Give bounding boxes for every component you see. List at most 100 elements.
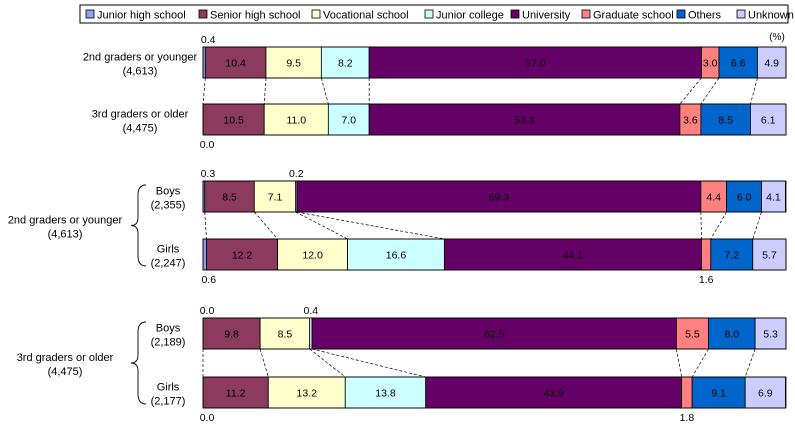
bar-value-r4-s6: 8.0 (724, 329, 739, 341)
connector-line (254, 211, 278, 240)
bar-value-r2-s2: 7.1 (268, 192, 283, 204)
bar-value-r0-s2: 9.5 (286, 58, 301, 70)
bar-value-r4-s5: 5.5 (685, 329, 700, 341)
connector-line (295, 211, 348, 240)
connector-line (700, 211, 702, 240)
small-value-r1-s0: 0.0 (200, 139, 215, 151)
bar-segment-r3-s0 (202, 238, 207, 271)
small-value-r2-s0: 0.3 (201, 168, 216, 180)
bar-outline-r3 (202, 238, 787, 271)
bar-value-r2-s1: 8.5 (222, 192, 237, 204)
row-label: 2nd graders or younger (83, 52, 198, 64)
bar-value-r3-s3: 16.6 (386, 250, 407, 262)
bar-value-r4-s2: 8.5 (278, 329, 293, 341)
legend-label-0: Junior high school (97, 10, 186, 22)
connector-lines (202, 77, 762, 378)
bar-segment-r5-s4 (425, 376, 683, 409)
bar-segment-r2-s1 (204, 180, 255, 213)
bar-value-r5-s4: 43.9 (543, 388, 564, 400)
bar-segment-r3-s3 (347, 238, 445, 271)
bar-value-r1-s6: 8.5 (718, 115, 733, 127)
bar-value-r2-s7: 4.1 (766, 192, 781, 204)
bar-value-r5-s6: 9.1 (711, 388, 726, 400)
legend-frame (79, 4, 789, 24)
row-n: (4,475) (123, 123, 158, 135)
legend-swatch-3 (424, 9, 434, 19)
bar-value-r3-s2: 12.0 (302, 250, 323, 262)
connector-line (710, 211, 727, 240)
bar-value-r4-s7: 5.3 (763, 329, 778, 341)
row-n: (2,247) (151, 258, 186, 270)
legend-swatch-5 (581, 9, 591, 19)
bar-value-r5-s7: 6.9 (758, 388, 773, 400)
legend-label-4: University (522, 10, 571, 22)
connector-line (311, 348, 426, 378)
bar-segment-r5-s7 (744, 376, 786, 409)
bar-value-r0-s5: 3.0 (703, 58, 718, 70)
small-value-r3-s5: 1.6 (699, 274, 714, 286)
bar-segment-r5-s2 (267, 376, 346, 409)
bar-outline-r0 (202, 46, 787, 79)
bar-value-r0-s4: 57.0 (525, 58, 546, 70)
bar-value-r1-s4: 53.3 (514, 115, 535, 127)
bar-segment-r4-s6 (708, 317, 756, 350)
bar-segment-r0-s7 (757, 46, 787, 79)
bar-value-r1-s3: 7.0 (341, 115, 356, 127)
bar-outline-r5 (202, 376, 787, 409)
bar-value-r4-s4: 62.5 (484, 329, 505, 341)
bar-value-r0-s7: 4.9 (764, 58, 779, 70)
small-value-r2-s3: 0.2 (289, 168, 304, 180)
legend-swatch-0 (85, 9, 95, 19)
legend-swatch-2 (311, 9, 321, 19)
bars: 10.4 9.5 8.2 57.0 3.0 6.6 4.9 0.4 10.5 11.0 7.0 53.… (200, 34, 787, 424)
small-value-r0-s0: 0.4 (201, 34, 216, 46)
legend-swatch-1 (198, 9, 208, 19)
row-label: Boys (156, 323, 181, 335)
legend-label-7: Unknown (748, 10, 794, 22)
bar-segment-r0-s3 (320, 46, 370, 79)
bar-segment-r5-s5 (681, 376, 693, 409)
connector-line (750, 77, 758, 105)
bar-segment-r3-s1 (206, 238, 279, 271)
row-n: (2,355) (151, 200, 186, 212)
legend-swatch-6 (676, 9, 686, 19)
connector-line (676, 348, 682, 378)
row-n: (2,189) (151, 337, 186, 349)
group-label: 3rd graders or older (17, 352, 114, 364)
bar-segment-r1-s6 (700, 103, 751, 136)
bar-value-r2-s5: 4.4 (706, 192, 721, 204)
unit-label: (%) (769, 32, 785, 43)
connector-line (691, 348, 709, 378)
connector-line (204, 211, 207, 240)
connector-line (744, 348, 756, 378)
bar-value-r2-s6: 6.0 (737, 192, 752, 204)
small-value-r4-s3: 0.4 (304, 305, 319, 317)
small-value-r3-s0: 0.6 (201, 274, 216, 286)
bar-value-r5-s3: 13.8 (375, 388, 396, 400)
legend-label-6: Others (688, 10, 722, 22)
small-value-r5-s5: 1.8 (680, 412, 695, 424)
bar-value-r5-s1: 11.2 (226, 388, 246, 400)
bar-segment-r2-s4 (296, 180, 702, 213)
bar-value-r0-s3: 8.2 (338, 58, 353, 70)
row-labels: 2nd graders or younger (4,613) 3rd graders… (83, 52, 198, 408)
connector-line (259, 348, 269, 378)
connector-line (321, 77, 329, 105)
bar-value-r3-s6: 7.2 (724, 250, 739, 262)
group-labels: 2nd graders or younger (4,613) 3rd graders… (8, 184, 147, 405)
bar-value-r0-s1: 10.4 (225, 58, 246, 70)
legend-label-1: Senior high school (210, 10, 301, 22)
bar-value-r0-s6: 6.6 (731, 58, 746, 70)
legend-label-5: Graduate school (593, 10, 674, 22)
connector-line (700, 77, 720, 105)
legend-swatch-7 (736, 9, 746, 19)
bar-segment-r0-s6 (718, 46, 758, 79)
bar-outline-r2 (202, 180, 787, 213)
bar-segment-r3-s7 (752, 238, 787, 271)
bar-value-r4-s1: 9.8 (224, 329, 239, 341)
bar-outline-r1 (202, 103, 787, 136)
bar-segment-r1-s2 (263, 103, 329, 136)
row-label: 3rd graders or older (92, 109, 189, 121)
bar-segment-r1-s7 (750, 103, 787, 136)
group-brace (130, 321, 147, 405)
